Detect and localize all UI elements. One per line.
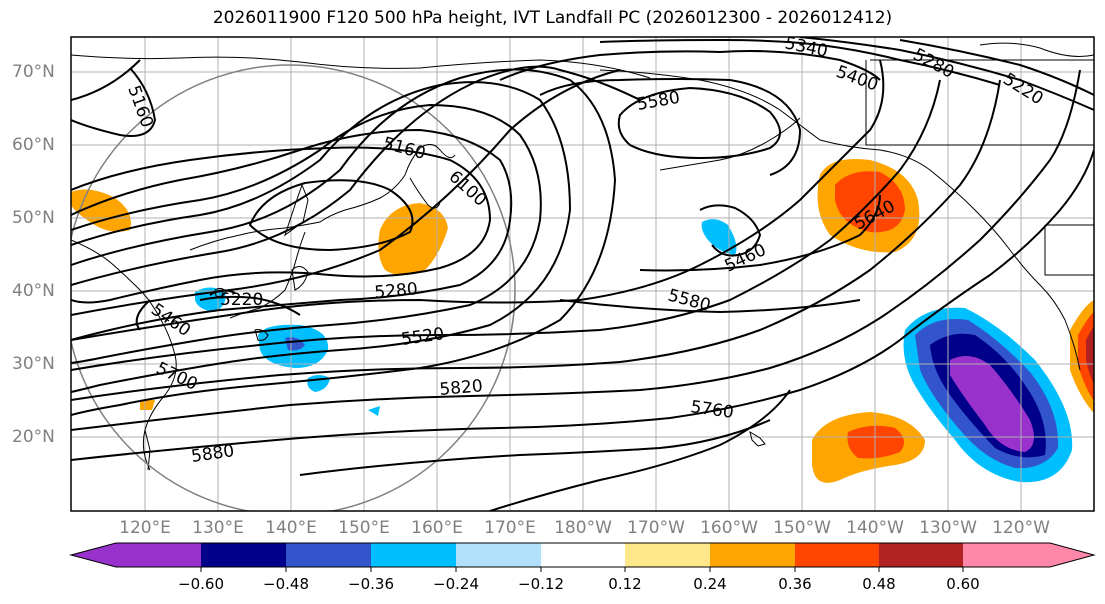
height-contours bbox=[71, 37, 1094, 511]
lat-label: 50°N bbox=[12, 208, 55, 228]
colorbar-outline bbox=[69, 542, 1096, 568]
lat-label: 20°N bbox=[12, 427, 55, 447]
colorbar-tick-label: −0.24 bbox=[433, 575, 479, 593]
lon-label: 120°E bbox=[119, 518, 171, 538]
colorbar-tick-label: −0.60 bbox=[178, 575, 224, 593]
colorbar-bin bbox=[795, 543, 879, 567]
ivt-shading bbox=[71, 159, 1094, 483]
lat-label: 70°N bbox=[12, 62, 55, 82]
lon-label: 170°W bbox=[627, 518, 685, 538]
colorbar-bin bbox=[456, 543, 541, 567]
lon-label: 160°E bbox=[411, 518, 463, 538]
lon-label: 120°W bbox=[992, 518, 1050, 538]
coastlines bbox=[71, 42, 1094, 471]
colorbar-bin bbox=[625, 543, 710, 567]
lat-label: 60°N bbox=[12, 135, 55, 155]
contour-labels: 5160 5160 6100 5220 5280 5520 5460 5580 … bbox=[123, 37, 1046, 467]
colorbar-bin bbox=[286, 543, 371, 567]
map-frame bbox=[70, 36, 1095, 512]
lon-label: 140°E bbox=[265, 518, 317, 538]
colorbar-bin bbox=[879, 543, 963, 567]
colorbar bbox=[69, 542, 1096, 572]
colorbar-tick-label: −0.12 bbox=[518, 575, 564, 593]
colorbar-tick-label: 0.24 bbox=[693, 575, 727, 593]
colorbar-bin bbox=[710, 543, 795, 567]
colorbar-extend-high bbox=[963, 543, 1094, 567]
colorbar-tick-label: 0.12 bbox=[608, 575, 642, 593]
lon-label: 130°W bbox=[919, 518, 977, 538]
colorbar-bin bbox=[116, 543, 201, 567]
colorbar-bin bbox=[541, 543, 625, 567]
colorbar-bin bbox=[201, 543, 286, 567]
colorbar-extend-low bbox=[71, 543, 116, 567]
map-title: 2026011900 F120 500 hPa height, IVT Land… bbox=[212, 8, 893, 28]
colorbar-tick-label: 0.60 bbox=[946, 575, 980, 593]
lon-label: 140°W bbox=[846, 518, 904, 538]
lon-label: 160°W bbox=[700, 518, 758, 538]
lon-label: 170°E bbox=[484, 518, 536, 538]
contour-label: 5220 bbox=[220, 290, 263, 310]
colorbar-bin bbox=[371, 543, 456, 567]
lon-label: 130°E bbox=[192, 518, 244, 538]
lon-label: 180°W bbox=[554, 518, 612, 538]
lon-label: 150°E bbox=[338, 518, 390, 538]
lon-label: 150°W bbox=[773, 518, 831, 538]
contour-label: 5820 bbox=[439, 376, 484, 400]
lat-label: 30°N bbox=[12, 354, 55, 374]
colorbar-tick-label: 0.48 bbox=[862, 575, 896, 593]
colorbar-tick-label: −0.48 bbox=[263, 575, 309, 593]
lat-label: 40°N bbox=[12, 281, 55, 301]
colorbar-tick-label: 0.36 bbox=[778, 575, 812, 593]
contour-label: 5280 bbox=[374, 279, 419, 303]
radius-circle bbox=[71, 64, 516, 511]
colorbar-tick-label: −0.36 bbox=[348, 575, 394, 593]
